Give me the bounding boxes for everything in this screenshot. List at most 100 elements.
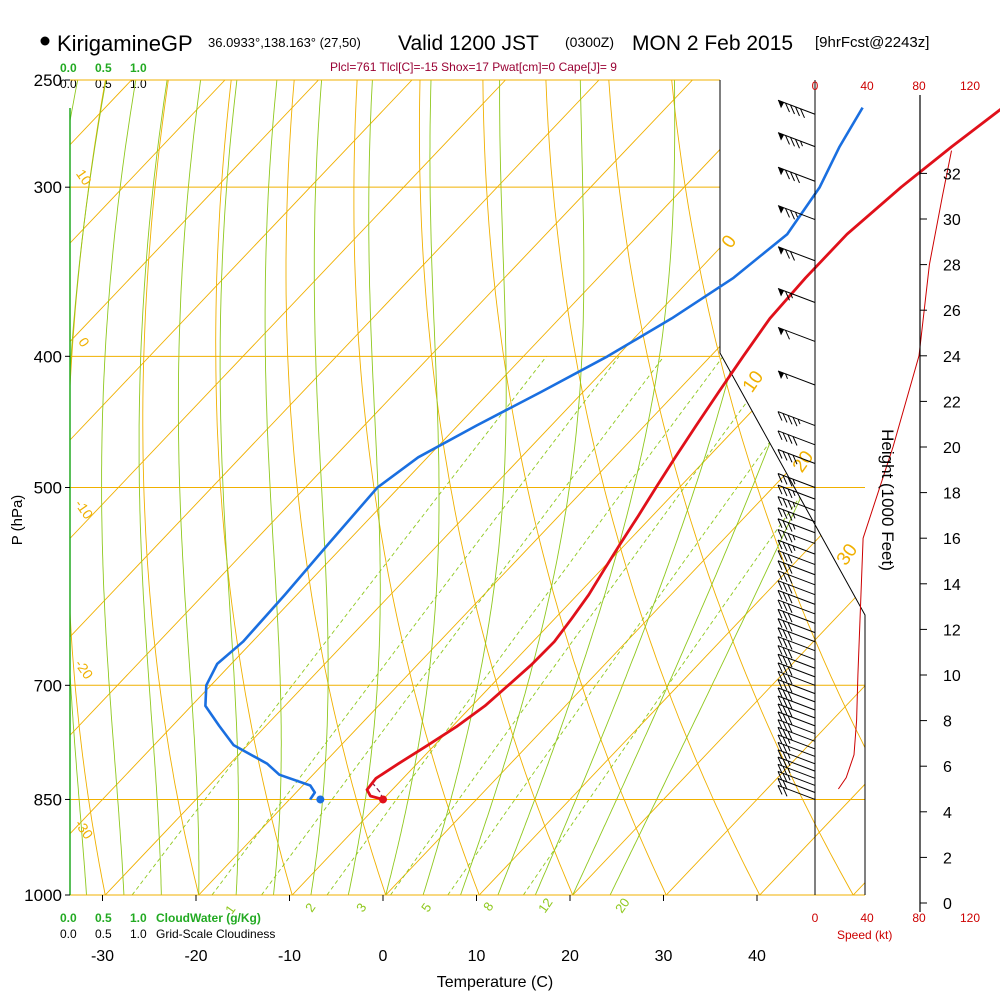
wind-barb [777,687,816,703]
wind-barb [777,507,816,523]
height-tick-label: 26 [943,303,961,320]
speed-tick-label: 80 [912,79,926,93]
station-bullet-icon [40,36,50,46]
wind-barb [777,627,816,643]
surface-dewpoint-point [316,795,325,804]
dry-adiabat-line [353,80,480,895]
wind-barb [777,726,816,742]
moist-adiabat-line [460,80,585,895]
wind-barb [777,518,816,534]
cloudiness-tick: 0.0 [60,77,77,91]
wind-barb [777,703,816,719]
isotherm-line [665,80,865,895]
mixing-ratio-line [211,356,620,895]
speed-tick-label: 120 [960,911,980,925]
plot-boundary [719,80,866,895]
wind-barb [777,560,816,576]
valid-time: Valid 1200 JST [398,32,539,55]
temperature-tick-label: -10 [278,948,301,965]
wind-barb [777,636,816,652]
surface-temperature-point [379,795,387,804]
plot-frame [69,80,866,895]
cloudiness-tick: 1.0 [130,927,147,941]
moist-adiabat-line [70,80,107,895]
dry-adiabat-label: -10 [72,496,97,522]
wind-barb [777,496,816,512]
temperature-tick-label: 0 [379,948,388,965]
dry-adiabat-line [923,80,1000,895]
forecast-date: MON 2 Feb 2015 [632,32,793,55]
dry-adiabat-line [142,80,200,895]
mixing-ratio-label: 2 [302,900,318,915]
wind-barb [777,132,816,149]
isotherm-line [0,80,38,895]
moist-adiabat-line [264,80,282,895]
sounding-profiles [204,106,1000,804]
isobar-lines [70,79,865,896]
pressure-tick-label: 700 [34,676,62,695]
wind-barb [777,205,816,221]
pressure-tick-label: 1000 [24,886,62,905]
stability-indices: Plcl=761 Tlcl[C]=-15 Shox=17 Pwat[cm]=0 … [330,60,617,74]
height-tick-label: 16 [943,531,961,548]
moist-adiabat-line [310,80,329,895]
height-tick-label: 22 [943,394,961,411]
wind-barb [777,539,816,555]
dry-adiabat-line [418,80,574,895]
temperature-tick-label: -20 [184,948,207,965]
height-tick-label: 2 [943,850,952,867]
temperature-tick-label: 30 [655,948,673,965]
cloudwater-tick: 0.5 [95,61,112,75]
wind-barb [777,662,816,678]
moist-adiabat-line [385,80,440,895]
wind-barb [777,645,816,661]
height-tick-label: 32 [943,166,961,183]
wind-barb [777,580,816,596]
temperature-tick-label: 40 [748,948,766,965]
moist-adiabat-line [101,80,137,895]
pressure-tick-label: 850 [34,790,62,809]
temperature-tick-label: 10 [468,948,486,965]
wind-barb [777,411,816,427]
dry-adiabat-line [285,80,387,895]
wind-panel [777,80,952,895]
dry-adiabat-line [482,80,667,895]
wind-barb [777,679,816,695]
speed-tick-label: 0 [812,911,819,925]
wind-barb [777,473,816,488]
pressure-tick-label: 500 [34,479,62,498]
height-axis-label: Height (1000 Feet) [878,429,897,571]
speed-tick-label: 40 [860,911,874,925]
wind-barb [777,695,816,711]
wind-barb [777,246,816,262]
pressure-tick-label: 250 [34,71,62,90]
wind-barb [777,770,816,786]
speed-axis-label: Speed (kt) [837,928,892,942]
mixing-ratio-label: 8 [480,899,496,914]
mixing-ratio-label: 12 [535,895,556,915]
height-tick-label: 18 [943,486,961,503]
cloudwater-tick: 0.5 [95,911,112,925]
mixing-ratio-label: 20 [612,895,633,915]
temperature-profile-line [365,108,1000,801]
speed-tick-label: 40 [860,79,874,93]
wind-barb [777,570,816,586]
wind-barb [777,653,816,669]
station-coords: 36.0933°,138.163° (27,50) [208,35,361,50]
wind-barb [777,763,816,779]
moist-adiabat-line [138,80,168,895]
wind-barb [777,550,816,565]
moist-adiabat-lines [70,80,865,895]
wind-barb [777,741,816,757]
wind-barb [777,618,816,634]
height-tick-label: 8 [943,714,952,731]
mixing-ratio-label: 3 [353,900,369,915]
forecast-hour: [9hrFcst@2243z] [815,34,929,51]
wind-barb [777,719,816,735]
cloudiness-tick: 0.0 [60,927,77,941]
wind-barb [777,449,816,465]
dry-adiabat-label: -30 [72,816,97,842]
wind-barb [777,99,816,118]
